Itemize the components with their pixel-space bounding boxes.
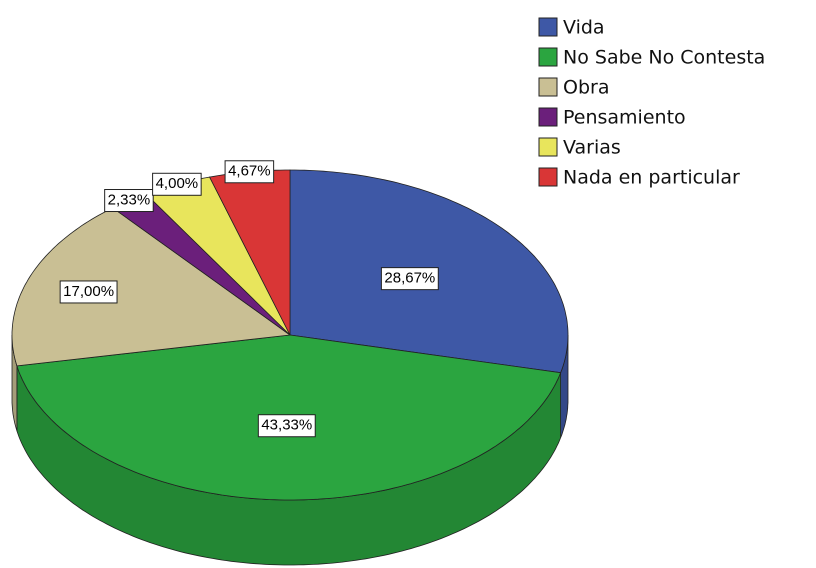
data-label: 28,67% (380, 267, 439, 291)
legend-swatch (538, 107, 558, 127)
legend-label: Vida (563, 17, 605, 39)
legend-label: Obra (563, 77, 609, 99)
data-label-box (104, 189, 154, 213)
data-label-box (257, 414, 316, 438)
data-label-text: 2,33% (108, 191, 151, 208)
legend-label: No Sabe No Contesta (563, 47, 765, 69)
data-label-box (59, 280, 118, 304)
slice (11, 207, 292, 367)
legend-label: Nada en particular (563, 167, 740, 189)
data-label: 4,00% (152, 172, 202, 196)
legend-swatch (538, 167, 558, 187)
legend-swatch (538, 47, 558, 67)
data-label: 2,33% (104, 189, 154, 213)
legend-label: Pensamiento (563, 107, 686, 129)
legend-swatch (538, 137, 558, 157)
data-label-text: 4,67% (228, 163, 271, 180)
data-label-box (380, 267, 439, 291)
data-label-text: 28,67% (384, 270, 435, 287)
legend-label: Varias (563, 137, 621, 159)
data-label: 17,00% (59, 280, 118, 304)
data-label-box (224, 160, 275, 184)
legend-swatch (538, 77, 558, 97)
data-label: 4,67% (224, 160, 275, 184)
data-label-box (152, 172, 202, 196)
legend-swatch (538, 17, 558, 37)
data-label: 43,33% (257, 414, 316, 438)
data-label-text: 17,00% (63, 283, 114, 300)
data-label-text: 4,00% (156, 175, 199, 192)
data-label-text: 43,33% (261, 417, 312, 434)
